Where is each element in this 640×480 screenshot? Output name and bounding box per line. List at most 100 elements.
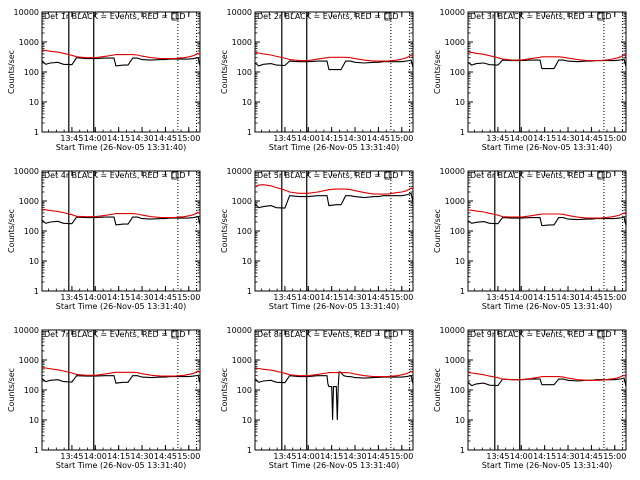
x-tick-label: 13:45 (486, 134, 509, 143)
x-tick-label: 14:15 (107, 293, 130, 302)
y-tick-label: 100 (24, 68, 39, 77)
y-tick-label: 100 (24, 386, 39, 395)
panel-title: Det 3r BLACK = Events, RED = LLD (470, 12, 612, 21)
x-tick-label: 13:45 (60, 452, 83, 461)
y-tick-label: 1000 (445, 356, 465, 365)
x-tick-label: 14:30 (557, 293, 580, 302)
x-tick-label: 15:00 (177, 452, 200, 461)
y-tick-label: 1000 (19, 356, 39, 365)
detector-8-panel: Det 8r BLACK = Events, RED = LLD 1 10 100 10… (220, 326, 414, 470)
y-tick-label: 1 (460, 446, 465, 455)
x-tick-label: 14:15 (320, 134, 343, 143)
detector-5-panel: Det 5r BLACK = Events, RED = LLD 1 10 100 10… (220, 167, 414, 311)
y-tick-label: 10 (29, 257, 39, 266)
lld-series-line (254, 184, 414, 195)
panel-title: Det 7r BLACK = Events, RED = LLD (44, 330, 186, 339)
y-axis-label: Counts/sec (7, 368, 16, 412)
x-tick-label: 15:00 (390, 293, 413, 302)
legend-box (384, 12, 392, 21)
x-tick-label: 14:45 (367, 452, 390, 461)
y-axis-label: Counts/sec (7, 209, 16, 253)
x-tick-label: 14:15 (533, 134, 556, 143)
detector-2-panel: Det 2r BLACK = Events, RED = LLD 1 10 100 10… (220, 8, 414, 152)
plot-frame (467, 11, 627, 133)
lld-series-line (254, 51, 414, 62)
y-axis-label: Counts/sec (220, 50, 229, 94)
legend-box (171, 12, 179, 21)
lld-series-line (467, 51, 627, 62)
lld-series-line (254, 367, 414, 378)
lld-series-line (41, 367, 201, 377)
plot-frame (41, 170, 201, 292)
plot-frame (467, 329, 627, 451)
y-tick-label: 10000 (227, 326, 252, 335)
x-tick-label: 14:15 (533, 452, 556, 461)
x-tick-label: 14:45 (154, 452, 177, 461)
y-tick-label: 1000 (19, 38, 39, 47)
x-tick-label: 14:00 (84, 134, 107, 143)
x-tick-label: 14:00 (510, 293, 533, 302)
x-axis-label: Start Time (26-Nov-05 13:31:40) (56, 461, 186, 470)
panel-title: Det 2r BLACK = Events, RED = LLD (257, 12, 399, 21)
legend-box (597, 171, 605, 180)
y-tick-label: 1000 (232, 38, 252, 47)
x-tick-label: 14:00 (297, 293, 320, 302)
x-tick-label: 15:00 (177, 293, 200, 302)
events-series-line (41, 57, 201, 67)
x-tick-label: 14:45 (367, 293, 390, 302)
y-tick-label: 100 (450, 68, 465, 77)
x-tick-label: 14:30 (344, 134, 367, 143)
x-tick-label: 14:00 (84, 293, 107, 302)
x-axis-label: Start Time (26-Nov-05 13:31:40) (269, 461, 399, 470)
detector-9-panel: Det 9r BLACK = Events, RED = LLD 1 10 100 10… (433, 326, 627, 470)
x-axis-label: Start Time (26-Nov-05 13:31:40) (269, 302, 399, 311)
x-tick-label: 13:45 (60, 134, 83, 143)
y-tick-label: 10000 (440, 167, 465, 176)
x-tick-label: 15:00 (603, 452, 626, 461)
y-tick-label: 1 (34, 446, 39, 455)
y-tick-label: 100 (237, 68, 252, 77)
legend-box (171, 171, 179, 180)
x-tick-label: 14:15 (533, 293, 556, 302)
y-tick-label: 10 (242, 416, 252, 425)
panel-title: Det 8r BLACK = Events, RED = LLD (257, 330, 399, 339)
plot-frame (41, 329, 201, 451)
y-tick-label: 100 (24, 227, 39, 236)
y-tick-label: 10 (242, 98, 252, 107)
y-tick-label: 1 (247, 287, 252, 296)
y-tick-label: 1000 (445, 197, 465, 206)
y-tick-label: 10000 (227, 167, 252, 176)
detector-7-panel: Det 7r BLACK = Events, RED = LLD 1 10 100 10… (7, 326, 201, 470)
plot-frame (467, 170, 627, 292)
x-tick-label: 14:00 (297, 452, 320, 461)
x-tick-label: 15:00 (390, 134, 413, 143)
x-tick-label: 15:00 (603, 134, 626, 143)
x-tick-label: 14:00 (510, 134, 533, 143)
legend-box (171, 330, 179, 339)
x-tick-label: 15:00 (390, 452, 413, 461)
x-axis-label: Start Time (26-Nov-05 13:31:40) (482, 143, 612, 152)
legend-box (384, 330, 392, 339)
y-tick-label: 10 (455, 257, 465, 266)
y-tick-label: 1 (247, 128, 252, 137)
y-axis-label: Counts/sec (220, 368, 229, 412)
x-axis-label: Start Time (26-Nov-05 13:31:40) (56, 143, 186, 152)
panel-title: Det 4r BLACK = Events, RED = LLD (44, 171, 186, 180)
y-tick-label: 1000 (232, 356, 252, 365)
events-series-line (467, 58, 627, 70)
plot-frame (254, 329, 414, 451)
x-tick-label: 14:00 (84, 452, 107, 461)
panel-title: Det 1r BLACK = Events, RED = LLD (44, 12, 186, 21)
y-tick-label: 10000 (227, 8, 252, 17)
x-tick-label: 14:15 (320, 293, 343, 302)
x-tick-label: 14:30 (131, 134, 154, 143)
events-series-line (41, 216, 201, 226)
plot-frame (254, 11, 414, 133)
lld-series-line (467, 209, 627, 219)
y-tick-label: 1000 (232, 197, 252, 206)
y-tick-label: 10000 (440, 326, 465, 335)
x-tick-label: 14:45 (154, 134, 177, 143)
x-tick-label: 13:45 (486, 293, 509, 302)
